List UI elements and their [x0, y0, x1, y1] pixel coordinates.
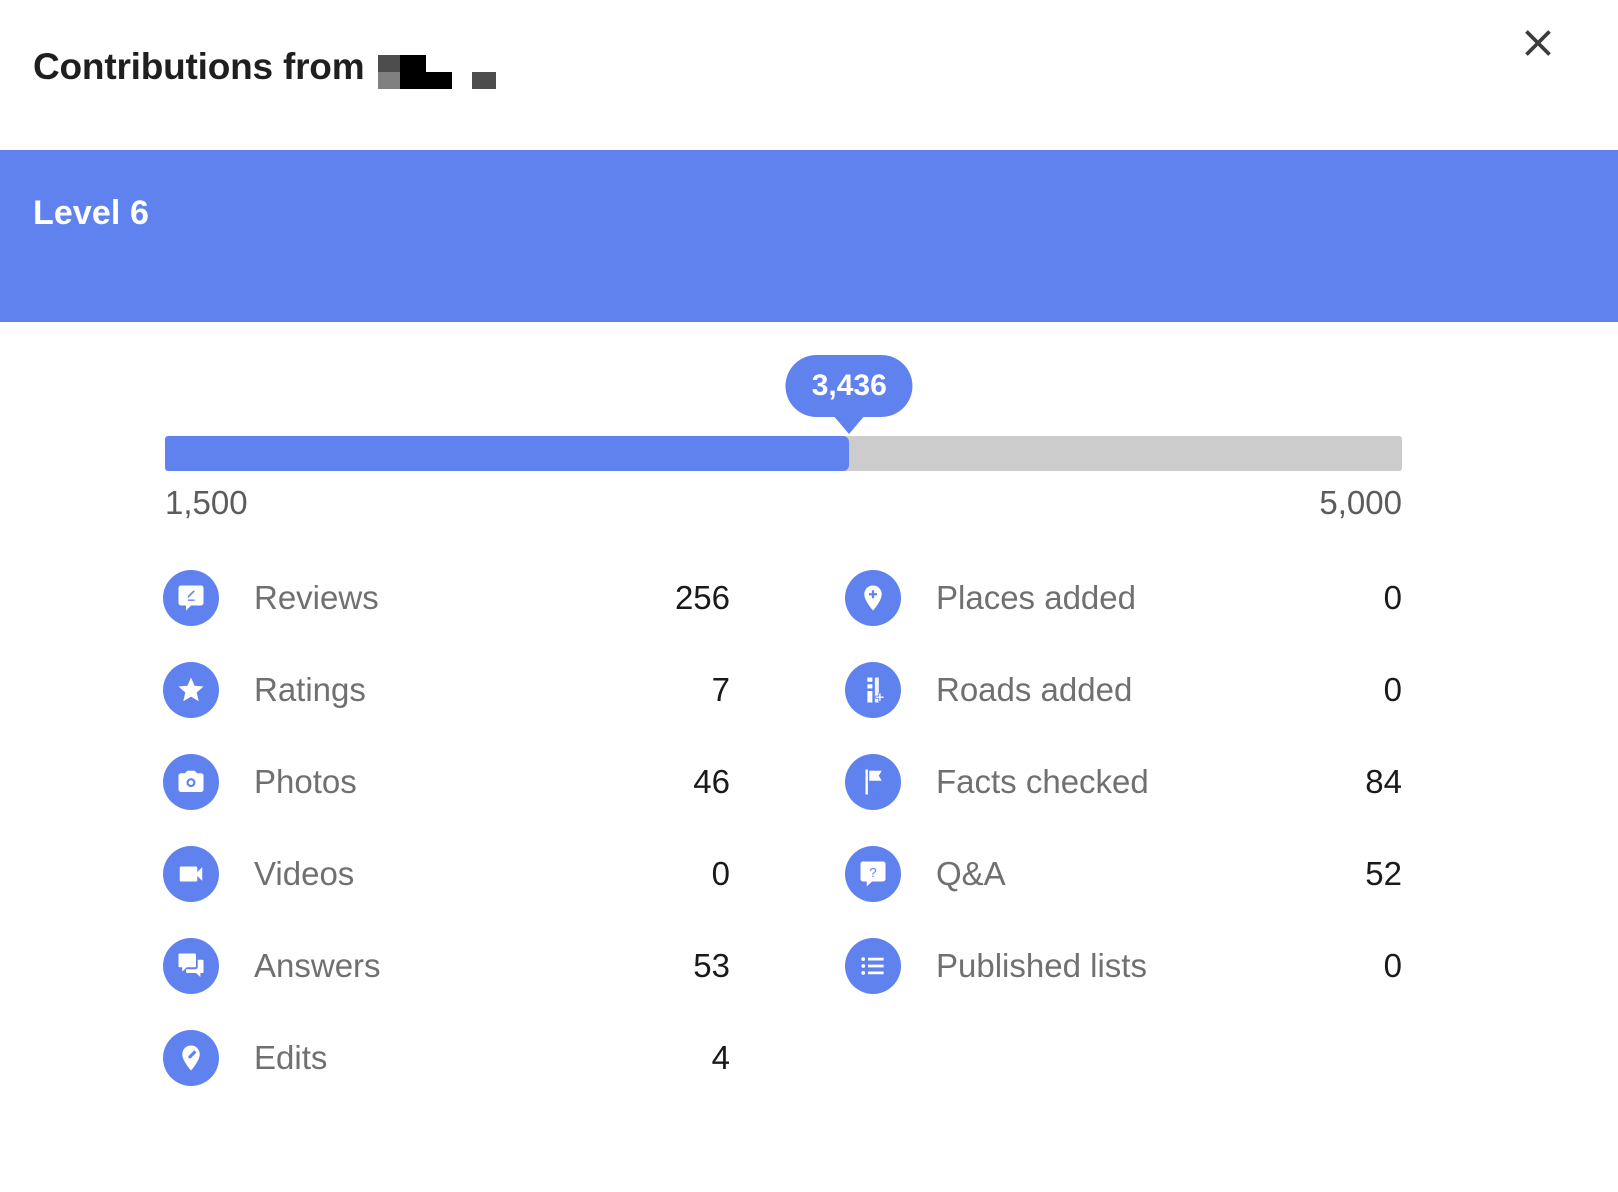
- stat-label: Places added: [936, 579, 1136, 616]
- flag-icon: [845, 754, 901, 810]
- camera-icon: [163, 754, 219, 810]
- progress-min-label: 1,500: [165, 484, 248, 521]
- stat-value: 256: [674, 579, 730, 616]
- stat-row[interactable]: Reviews 256: [163, 552, 730, 644]
- stat-value: 46: [693, 763, 730, 800]
- stat-label: Photos: [254, 763, 357, 800]
- stat-value: 0: [1383, 671, 1402, 708]
- stat-value: 0: [1383, 579, 1402, 616]
- stat-value: 53: [693, 947, 730, 984]
- stat-row[interactable]: ? Q&A 52: [845, 828, 1402, 920]
- stat-label: Q&A: [936, 855, 1006, 892]
- stat-label: Videos: [254, 855, 355, 892]
- progress-value-tooltip: 3,436: [785, 355, 913, 417]
- progress-fill: [165, 436, 850, 471]
- stat-row[interactable]: Facts checked 84: [845, 736, 1402, 828]
- tooltip-pointer: [832, 414, 867, 434]
- pin-plus-icon: [845, 570, 901, 626]
- stat-row[interactable]: Edits 4: [163, 1012, 730, 1104]
- level-banner: Level 6: [0, 150, 1618, 322]
- redacted-name-blocks: [378, 49, 498, 89]
- stat-value: 7: [711, 671, 730, 708]
- stat-label: Published lists: [936, 947, 1147, 984]
- stat-row[interactable]: Videos 0: [163, 828, 730, 920]
- stat-row[interactable]: Roads added 0: [845, 644, 1402, 736]
- road-plus-icon: [845, 662, 901, 718]
- stat-row[interactable]: Places added 0: [845, 552, 1402, 644]
- progress-max-label: 5,000: [1319, 484, 1402, 521]
- dialog-header: Contributions from: [0, 0, 1618, 150]
- stat-value: 0: [711, 855, 730, 892]
- list-icon: [845, 938, 901, 994]
- stat-row[interactable]: Answers 53: [163, 920, 730, 1012]
- stat-value: 0: [1383, 947, 1402, 984]
- stats-column-left: Reviews 256 Ratings 7 Photos 46 Videos 0 Answers…: [163, 552, 730, 1104]
- stat-label: Roads added: [936, 671, 1133, 708]
- double-chat-icon: [163, 938, 219, 994]
- stat-label: Answers: [254, 947, 381, 984]
- pin-pencil-icon: [163, 1030, 219, 1086]
- stat-label: Edits: [254, 1039, 328, 1076]
- close-button[interactable]: [1513, 18, 1563, 68]
- stat-row[interactable]: Ratings 7: [163, 644, 730, 736]
- stat-value: 84: [1365, 763, 1402, 800]
- stat-value: 4: [711, 1039, 730, 1076]
- stat-row[interactable]: Published lists 0: [845, 920, 1402, 1012]
- review-bubble-icon: [163, 570, 219, 626]
- page-title: Contributions from: [33, 46, 498, 89]
- progress-track: [165, 436, 1402, 471]
- svg-text:?: ?: [869, 865, 876, 880]
- video-camera-icon: [163, 846, 219, 902]
- star-icon: [163, 662, 219, 718]
- close-icon: [1516, 21, 1560, 65]
- progress-section: 3,436 1,500 5,000: [0, 322, 1618, 542]
- page-title-text: Contributions from: [33, 46, 365, 87]
- stat-value: 52: [1365, 855, 1402, 892]
- level-label: Level 6: [33, 194, 149, 232]
- question-bubble-icon: ?: [845, 846, 901, 902]
- stat-label: Facts checked: [936, 763, 1149, 800]
- stat-label: Reviews: [254, 579, 379, 616]
- stat-label: Ratings: [254, 671, 366, 708]
- stats-column-right: Places added 0 Roads added 0 Facts checked 84…: [845, 552, 1402, 1012]
- stat-row[interactable]: Photos 46: [163, 736, 730, 828]
- progress-value-text: 3,436: [811, 369, 887, 402]
